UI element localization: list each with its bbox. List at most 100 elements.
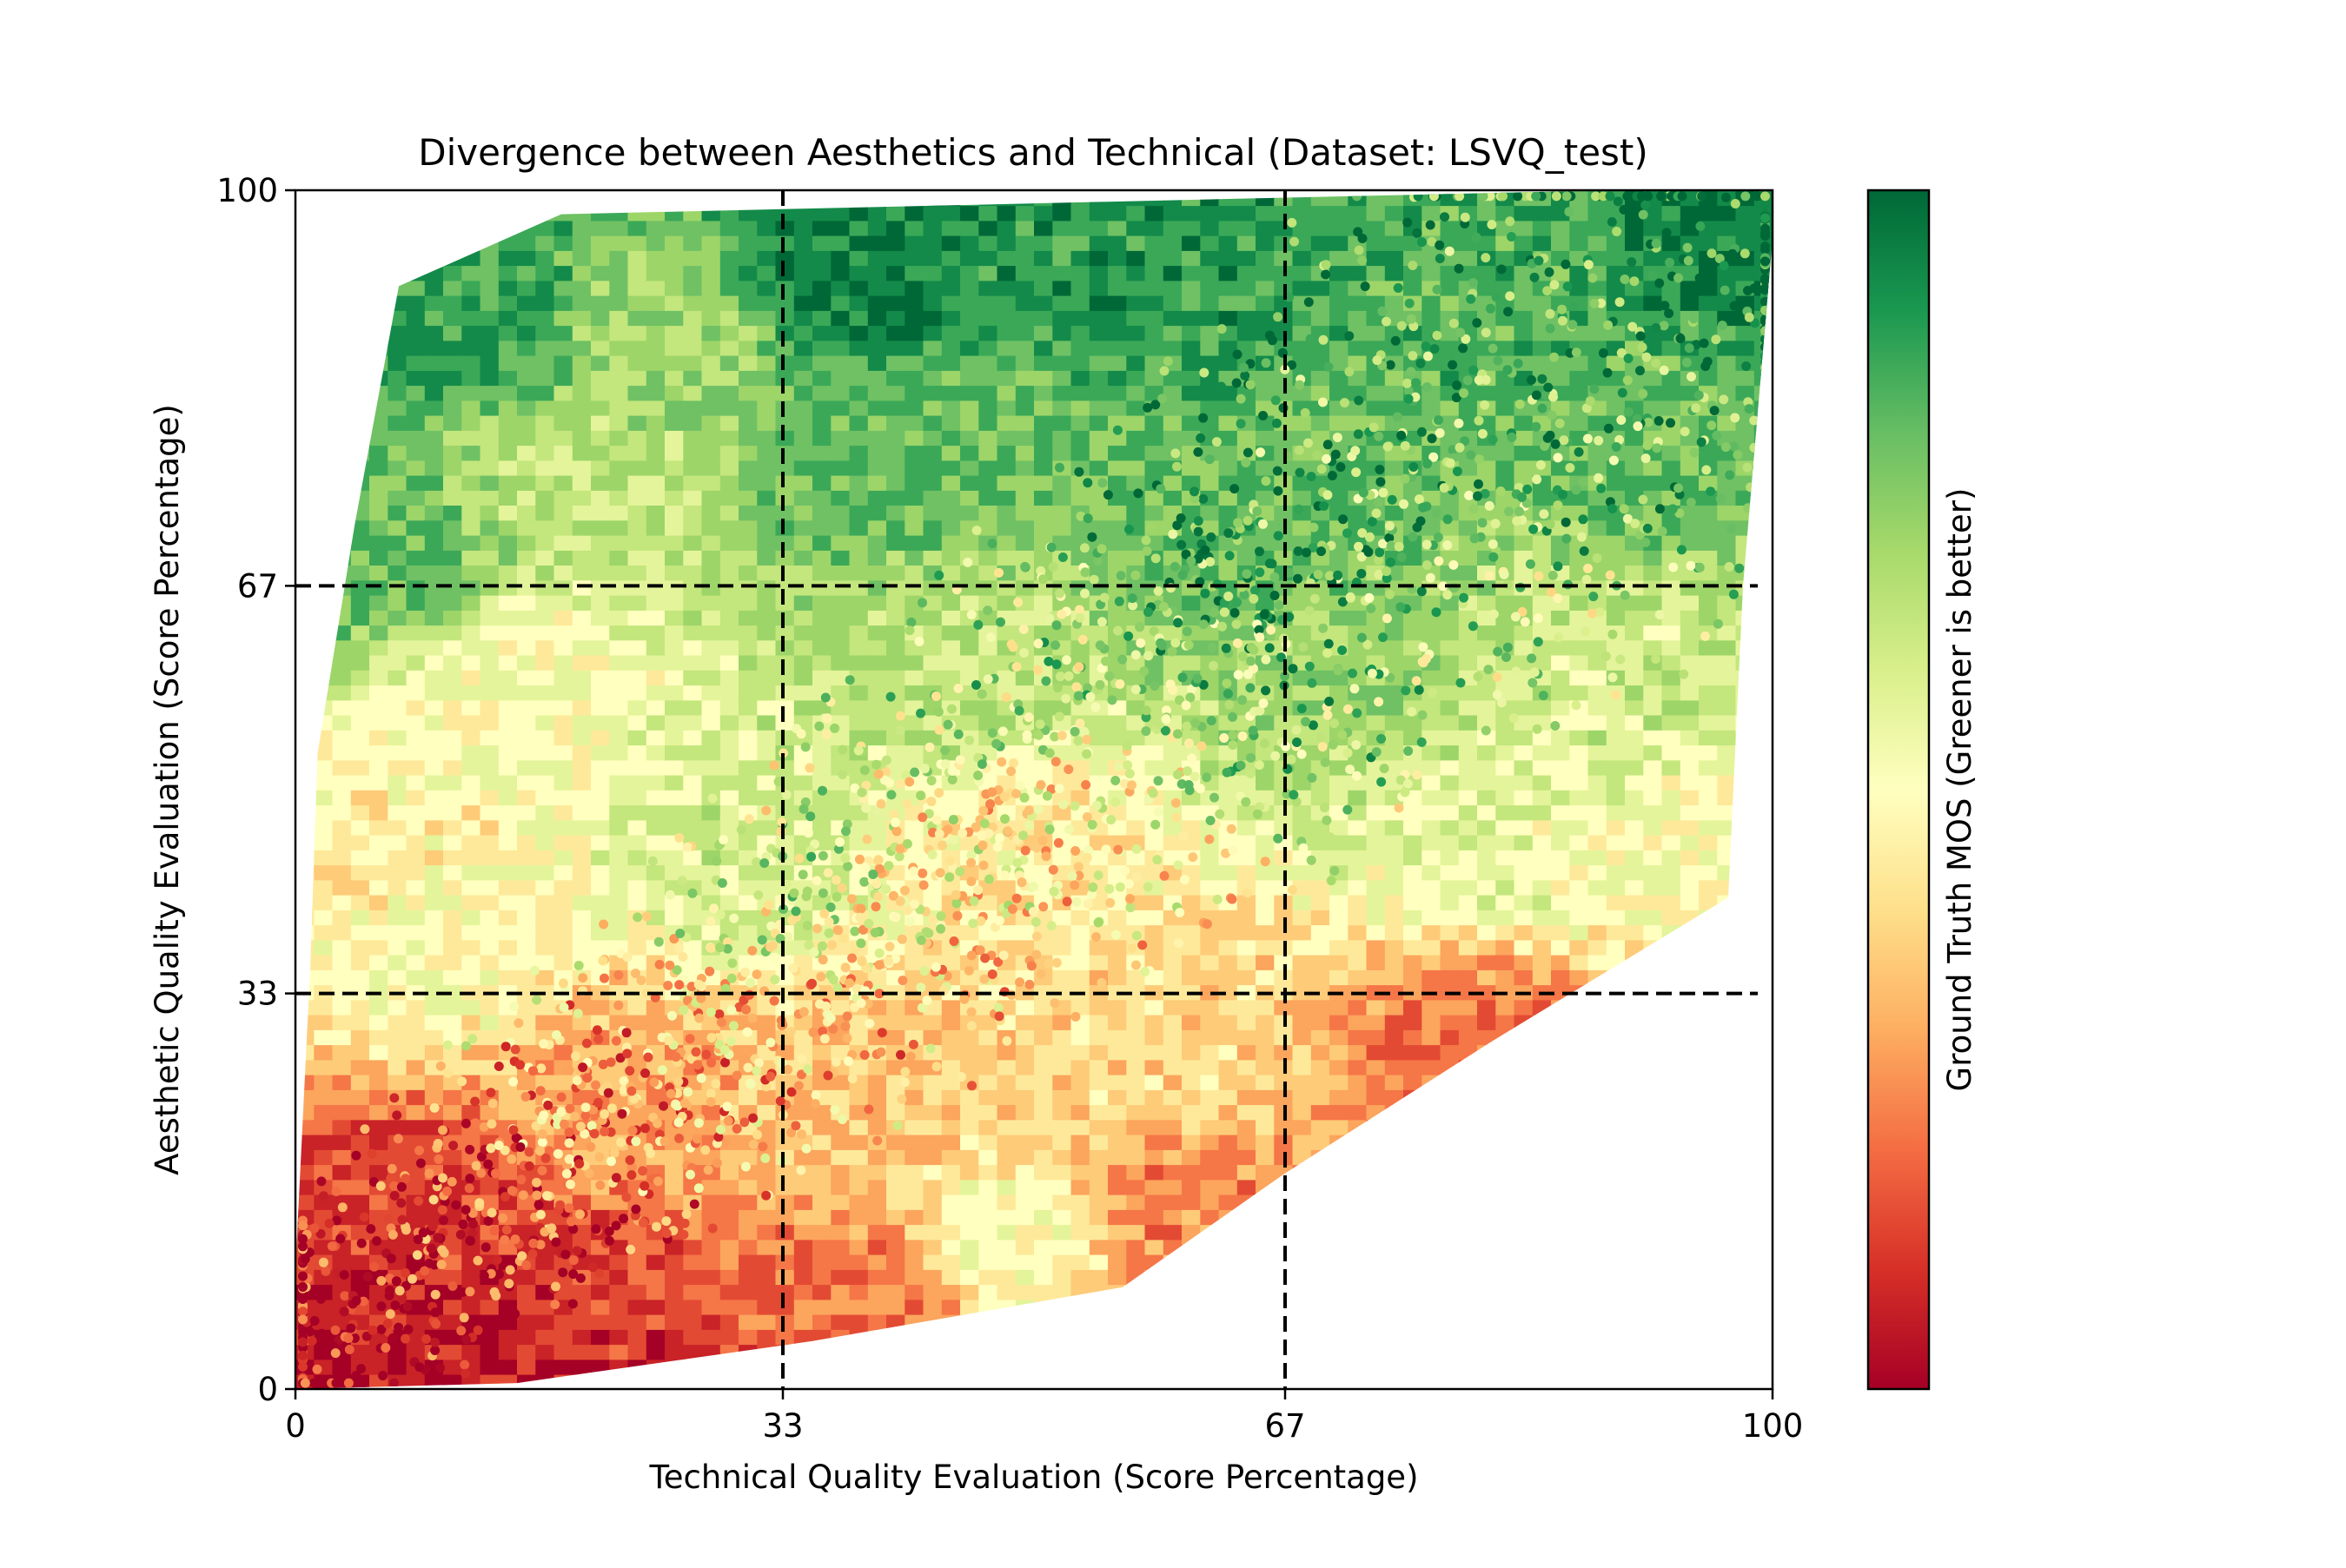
surface-cell xyxy=(1034,414,1054,431)
surface-cell xyxy=(997,1209,1017,1226)
surface-cell xyxy=(591,1209,611,1226)
surface-cell xyxy=(719,1239,739,1255)
surface-cell xyxy=(793,354,813,371)
surface-cell xyxy=(1440,879,1460,896)
surface-cell xyxy=(739,1149,759,1166)
surface-cell xyxy=(978,639,998,656)
surface-cell xyxy=(535,280,555,296)
surface-cell xyxy=(443,984,463,1001)
surface-cell xyxy=(757,594,777,611)
surface-cell xyxy=(1163,1164,1183,1181)
surface-cell xyxy=(1256,1164,1276,1181)
surface-cell xyxy=(609,550,629,566)
surface-cell xyxy=(1403,1313,1423,1330)
surface-cell xyxy=(1052,1164,1072,1181)
surface-cell xyxy=(1182,1313,1202,1330)
surface-cell xyxy=(443,280,463,296)
surface-cell xyxy=(665,354,685,371)
surface-cell xyxy=(997,1119,1017,1135)
surface-cell xyxy=(553,370,573,387)
surface-cell xyxy=(350,340,370,356)
surface-cell xyxy=(831,699,851,716)
surface-cell xyxy=(1236,1029,1256,1046)
surface-cell xyxy=(886,1194,906,1210)
surface-cell xyxy=(1256,924,1276,941)
surface-cell xyxy=(1163,1074,1183,1090)
surface-cell xyxy=(517,325,537,341)
surface-cell xyxy=(812,639,832,656)
surface-cell xyxy=(646,385,666,401)
surface-cell xyxy=(1384,1329,1404,1346)
surface-cell xyxy=(350,220,370,236)
surface-cell xyxy=(461,280,481,296)
surface-cell xyxy=(1422,1224,1441,1241)
surface-cell xyxy=(941,790,961,806)
surface-cell xyxy=(1034,340,1054,356)
surface-cell xyxy=(295,954,315,970)
surface-cell xyxy=(535,924,555,941)
surface-cell xyxy=(591,579,611,596)
surface-cell xyxy=(1384,625,1404,641)
surface-cell xyxy=(1034,1104,1054,1121)
surface-cell xyxy=(905,550,924,566)
surface-cell xyxy=(1126,1164,1146,1181)
surface-cell xyxy=(997,370,1017,387)
surface-cell xyxy=(553,1359,573,1375)
surface-cell xyxy=(997,400,1017,416)
surface-cell xyxy=(424,1373,444,1389)
surface-cell xyxy=(739,1239,759,1255)
surface-cell xyxy=(757,714,777,731)
surface-cell xyxy=(314,670,334,686)
surface-cell xyxy=(1126,1104,1146,1121)
surface-cell xyxy=(1366,804,1386,821)
surface-cell xyxy=(683,1373,703,1389)
surface-cell xyxy=(461,834,481,850)
surface-cell xyxy=(831,1254,851,1270)
surface-cell xyxy=(739,774,759,791)
surface-cell xyxy=(295,340,315,356)
surface-cell xyxy=(553,235,573,251)
surface-cell xyxy=(314,519,334,536)
surface-cell xyxy=(591,999,611,1016)
surface-cell xyxy=(812,280,832,296)
surface-cell xyxy=(775,639,795,656)
surface-cell xyxy=(867,1359,887,1375)
surface-cell xyxy=(350,1164,370,1181)
surface-cell xyxy=(1274,954,1294,970)
surface-cell xyxy=(553,850,573,866)
surface-cell xyxy=(1070,1344,1090,1360)
surface-cell xyxy=(849,1239,869,1255)
surface-cell xyxy=(775,370,795,387)
surface-cell xyxy=(923,1029,943,1046)
surface-cell xyxy=(406,519,426,536)
surface-cell xyxy=(646,730,666,746)
surface-cell xyxy=(1256,1014,1276,1030)
surface-cell xyxy=(627,1224,647,1241)
surface-cell xyxy=(369,235,389,251)
surface-cell xyxy=(498,294,518,311)
surface-cell xyxy=(535,910,555,926)
surface-cell xyxy=(719,430,739,447)
surface-cell xyxy=(1236,819,1256,836)
surface-cell xyxy=(1070,924,1090,941)
surface-cell xyxy=(683,325,703,341)
surface-cell xyxy=(424,294,444,311)
surface-cell xyxy=(978,1209,998,1226)
surface-cell xyxy=(905,205,924,222)
surface-cell xyxy=(1163,1089,1183,1106)
surface-cell xyxy=(350,235,370,251)
surface-cell xyxy=(553,1074,573,1090)
surface-cell xyxy=(941,1134,961,1150)
surface-cell xyxy=(960,804,980,821)
surface-cell xyxy=(775,1329,795,1346)
surface-cell xyxy=(1163,834,1183,850)
surface-cell xyxy=(1403,939,1423,956)
surface-cell xyxy=(1422,670,1441,686)
surface-cell xyxy=(941,1313,961,1330)
surface-cell xyxy=(1108,354,1128,371)
surface-cell xyxy=(1200,759,1220,776)
surface-cell xyxy=(406,610,426,626)
surface-cell xyxy=(1329,759,1349,776)
surface-cell xyxy=(350,625,370,641)
surface-cell xyxy=(701,654,721,671)
